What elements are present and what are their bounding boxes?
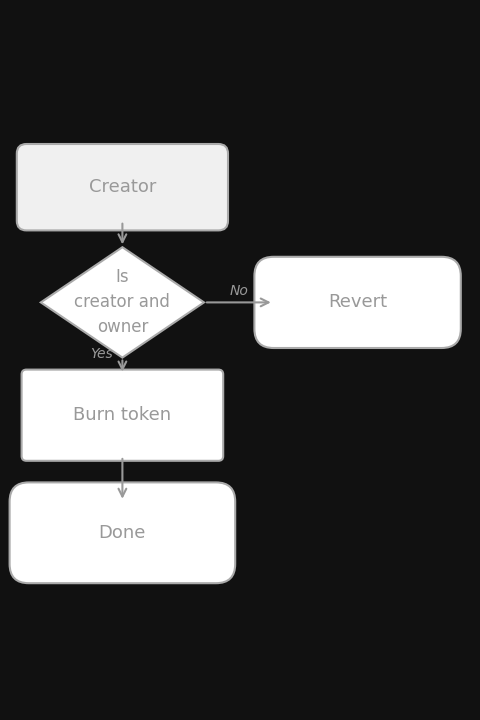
FancyBboxPatch shape [22,369,223,461]
Text: Done: Done [99,524,146,541]
FancyBboxPatch shape [10,482,235,583]
Text: Yes: Yes [90,347,113,361]
FancyBboxPatch shape [17,144,228,230]
Text: Is
creator and
owner: Is creator and owner [74,269,170,336]
Text: Creator: Creator [89,178,156,196]
Polygon shape [41,247,204,358]
Text: No: No [229,284,248,297]
Text: Burn token: Burn token [73,406,171,424]
Text: Revert: Revert [328,294,387,311]
FancyBboxPatch shape [254,257,461,348]
